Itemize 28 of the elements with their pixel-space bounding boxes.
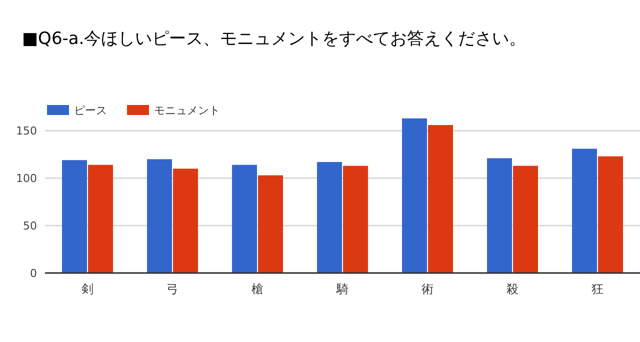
y-tick-label: 50 xyxy=(23,220,37,233)
x-tick-label: 術 xyxy=(422,282,434,296)
legend-label: モニュメント xyxy=(154,104,220,117)
bar xyxy=(62,160,87,273)
bar xyxy=(147,159,172,273)
legend-label: ピース xyxy=(74,104,107,117)
x-tick-label: 騎 xyxy=(336,282,348,296)
bar xyxy=(88,164,113,273)
y-tick-label: 150 xyxy=(16,124,37,138)
y-tick-label: 100 xyxy=(16,172,37,186)
x-tick-label: 槍 xyxy=(252,282,264,296)
bar xyxy=(402,118,427,273)
chart-title: ■Q6-a.今ほしいピース、モニュメントをすべてお答えください。 xyxy=(22,29,526,49)
x-tick-label: 剣 xyxy=(82,282,94,296)
bar xyxy=(572,148,597,273)
y-tick-label: 0 xyxy=(30,267,37,280)
x-tick-label: 殺 xyxy=(506,282,518,296)
x-tick-label: 狂 xyxy=(592,282,604,296)
bar xyxy=(258,175,283,273)
bar xyxy=(173,168,198,273)
bar xyxy=(232,164,257,273)
bar xyxy=(487,158,512,273)
bar xyxy=(513,166,538,273)
bar xyxy=(343,166,368,273)
bar xyxy=(317,162,342,273)
bar xyxy=(598,156,623,273)
bar xyxy=(428,125,453,273)
x-tick-label: 弓 xyxy=(166,282,178,296)
